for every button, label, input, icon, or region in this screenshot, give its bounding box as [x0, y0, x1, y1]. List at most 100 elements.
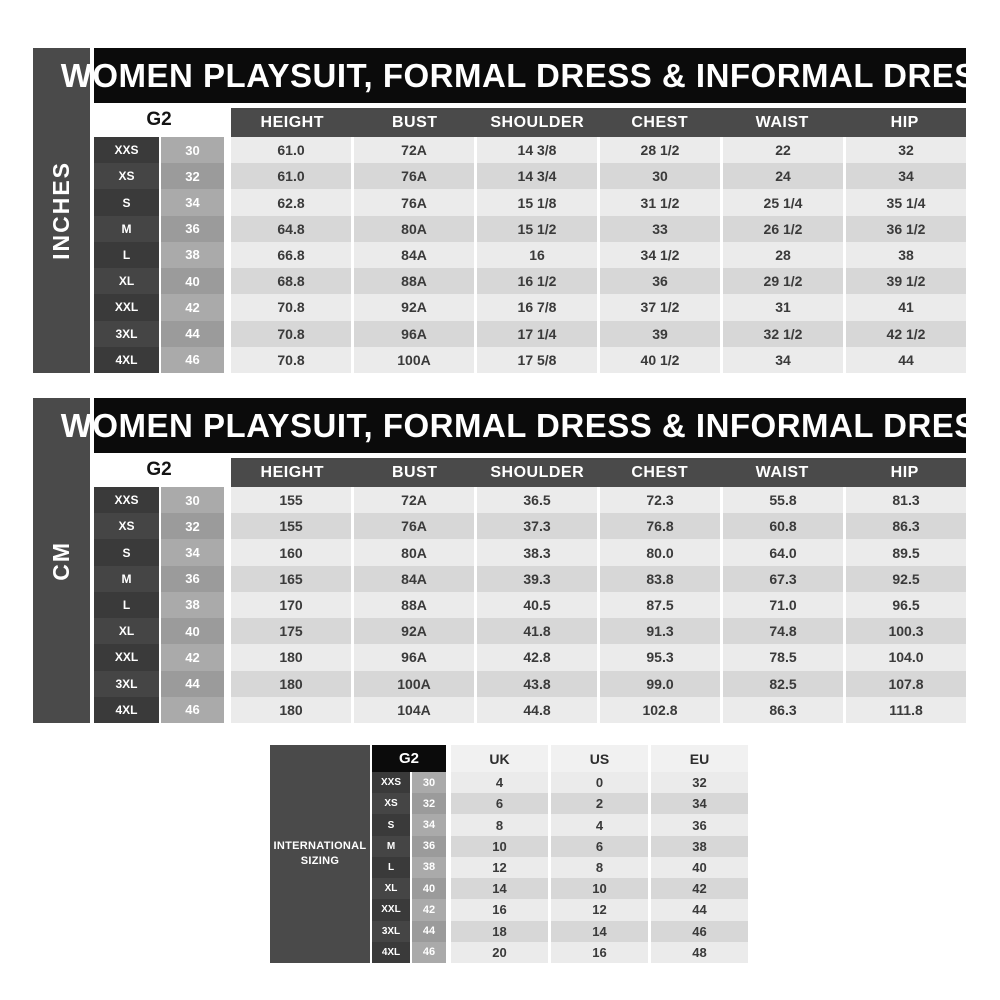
size-row-xxl: XXL 42 180 96A 42.8 95.3 78.5 104.0	[94, 644, 966, 671]
value-cell: 20	[451, 941, 548, 963]
value-cell: 165	[231, 565, 351, 592]
value-cell: 60.8	[723, 513, 843, 540]
size-label-cell: XXL	[94, 294, 159, 321]
value-cell: 80.0	[600, 539, 720, 566]
value-cell: 40 1/2	[600, 346, 720, 373]
size-label-cell: 3XL	[94, 320, 159, 347]
size-label-cell: 3XL	[372, 920, 410, 942]
size-label-cell: XXS	[372, 772, 410, 794]
value-cell: 66.8	[231, 241, 351, 269]
size-number-cell: 46	[412, 941, 446, 963]
size-label-cell: 3XL	[94, 670, 159, 697]
value-cell: 15 1/2	[477, 215, 597, 242]
size-row-l: L 38 12 8 40	[372, 856, 748, 879]
size-label-cell: XL	[94, 268, 159, 295]
value-cell: 34	[723, 346, 843, 373]
column-header-chest: CHEST	[631, 463, 689, 481]
value-cell: 96A	[354, 644, 474, 671]
value-cell: 72A	[354, 137, 474, 164]
column-header-eu: EU	[651, 745, 748, 772]
value-cell: 104.0	[846, 644, 966, 671]
value-cell: 32	[846, 137, 966, 164]
column-header-hip: HIP	[890, 113, 919, 131]
size-label-cell: XS	[94, 163, 159, 190]
inches-table-main: WOMEN PLAYSUIT, FORMAL DRESS & INFORMAL …	[61, 48, 999, 373]
value-cell: 26 1/2	[723, 215, 843, 242]
size-label-cell: S	[372, 814, 410, 836]
value-cell: 42 1/2	[846, 320, 966, 347]
value-cell: 8	[451, 814, 548, 836]
value-cell: 175	[231, 618, 351, 645]
value-cell: 31	[723, 294, 843, 321]
value-cell: 95.3	[600, 644, 720, 671]
size-number-cell: 32	[412, 793, 446, 815]
value-cell: 88A	[354, 591, 474, 619]
size-row-4xl: 4XL 46 20 16 48	[372, 941, 748, 963]
unit-sidebar-cm: CM	[33, 398, 90, 723]
value-cell: 80A	[354, 539, 474, 566]
value-cell: 155	[231, 513, 351, 540]
size-row-xxs: XXS 30 4 0 32	[372, 772, 748, 794]
header-row: G2 UK US EU	[372, 745, 748, 772]
size-number-cell: 40	[412, 878, 446, 900]
value-cell: 39	[600, 320, 720, 347]
value-cell: 14 3/8	[477, 137, 597, 164]
value-cell: 76A	[354, 163, 474, 190]
table-body: XXS 30 4 0 32 XS 32 6 2 34 S 34 8 4 36 M 36 10 6 38 L 38 12 8 40…	[372, 772, 748, 963]
value-cell: 180	[231, 696, 351, 723]
value-cell: 80A	[354, 215, 474, 242]
column-header-shoulder: SHOULDER	[490, 463, 585, 481]
value-cell: 88A	[354, 268, 474, 295]
size-number-cell: 30	[161, 137, 224, 164]
size-number-cell: 44	[412, 920, 446, 942]
size-row-s: S 34 160 80A 38.3 80.0 64.0 89.5	[94, 539, 966, 566]
value-cell: 28	[723, 241, 843, 269]
size-number-cell: 38	[161, 591, 224, 619]
value-cell: 107.8	[846, 670, 966, 697]
value-cell: 17 1/4	[477, 320, 597, 347]
value-cell: 44	[846, 346, 966, 373]
column-headers: UK US EU	[446, 745, 748, 772]
size-number-cell: 34	[412, 814, 446, 836]
size-number-cell: 36	[161, 215, 224, 242]
size-row-xl: XL 40 68.8 88A 16 1/2 36 29 1/2 39 1/2	[94, 268, 966, 295]
value-cell: 38	[846, 241, 966, 269]
value-cell: 36	[651, 814, 748, 836]
value-cell: 55.8	[723, 487, 843, 514]
value-cell: 38.3	[477, 539, 597, 566]
unit-label: INCHES	[48, 161, 74, 260]
size-row-4xl: 4XL 46 70.8 100A 17 5/8 40 1/2 34 44	[94, 346, 966, 373]
value-cell: 76A	[354, 513, 474, 540]
size-row-xxs: XXS 30 61.0 72A 14 3/8 28 1/2 22 32	[94, 137, 966, 164]
size-number-cell: 46	[161, 696, 224, 723]
column-header-bust: BUST	[391, 113, 438, 131]
value-cell: 14	[451, 878, 548, 900]
size-number-cell: 34	[161, 189, 224, 216]
value-cell: 36	[600, 268, 720, 295]
size-label-cell: M	[372, 835, 410, 857]
value-cell: 6	[551, 835, 648, 857]
value-cell: 92A	[354, 294, 474, 321]
value-cell: 99.0	[600, 670, 720, 697]
value-cell: 18	[451, 920, 548, 942]
column-header-shoulder: SHOULDER	[490, 113, 585, 131]
value-cell: 30	[600, 163, 720, 190]
size-number-cell: 42	[412, 899, 446, 921]
size-label-cell: S	[94, 539, 159, 566]
size-number-cell: 38	[412, 856, 446, 879]
international-label-line2: SIZING	[300, 855, 340, 867]
value-cell: 41.8	[477, 618, 597, 645]
size-row-xxl: XXL 42 16 12 44	[372, 899, 748, 921]
value-cell: 14 3/4	[477, 163, 597, 190]
value-cell: 82.5	[723, 670, 843, 697]
value-cell: 42.8	[477, 644, 597, 671]
value-cell: 39 1/2	[846, 268, 966, 295]
size-label-cell: XS	[372, 793, 410, 815]
value-cell: 86.3	[846, 513, 966, 540]
value-cell: 31 1/2	[600, 189, 720, 216]
value-cell: 46	[651, 920, 748, 942]
size-row-s: S 34 8 4 36	[372, 814, 748, 836]
value-cell: 22	[723, 137, 843, 164]
size-number-cell: 36	[412, 835, 446, 857]
value-cell: 62.8	[231, 189, 351, 216]
